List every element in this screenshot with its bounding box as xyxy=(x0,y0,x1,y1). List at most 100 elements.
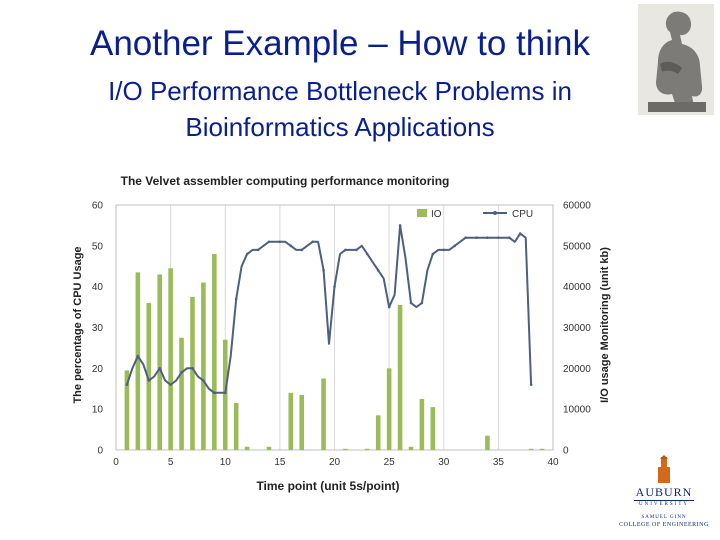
io-bar xyxy=(168,268,173,450)
cpu-point xyxy=(136,354,140,358)
cpu-point xyxy=(365,252,369,256)
cpu-point xyxy=(475,236,478,239)
io-bar xyxy=(201,282,206,450)
y2-tick-label: 0 xyxy=(563,446,569,457)
cpu-point xyxy=(355,248,358,252)
plot-area-frame xyxy=(115,204,554,451)
io-bar xyxy=(397,305,403,450)
y-tick-label: 50 xyxy=(92,241,104,252)
cpu-point xyxy=(486,236,489,239)
y-tick-label: 20 xyxy=(92,364,104,375)
io-bar xyxy=(124,370,130,450)
cpu-point xyxy=(300,248,304,252)
io-bar xyxy=(419,398,425,450)
y2-tick-label: 20000 xyxy=(563,364,591,375)
auburn-school-line1: SAMUEL GINN xyxy=(641,515,687,520)
io-bar xyxy=(528,448,534,450)
x-axis-label: Time point (unit 5s/point) xyxy=(256,479,399,493)
slide-subtitle-line1: I/O Performance Bottleneck Problems in xyxy=(108,76,572,106)
x-tick-label: 15 xyxy=(274,457,286,468)
cpu-point xyxy=(311,240,314,244)
cpu-point xyxy=(508,236,511,239)
cpu-point xyxy=(344,248,347,252)
auburn-logo: AUBURN UNIVERSITY SAMUEL GINN COLLEGE OF… xyxy=(612,455,716,535)
io-bar xyxy=(343,448,348,450)
y-tick-label: 30 xyxy=(92,323,104,334)
io-bar xyxy=(146,303,152,450)
cpu-point xyxy=(234,297,238,301)
cpu-point xyxy=(267,240,271,244)
cpu-point xyxy=(518,232,522,235)
thinker-statue-icon xyxy=(638,4,714,115)
cpu-point xyxy=(333,285,336,288)
legend-cpu-marker xyxy=(493,211,497,215)
io-bar xyxy=(386,368,392,450)
cpu-point xyxy=(289,244,293,248)
y-axis-label: The percentage of CPU Usage xyxy=(72,246,84,403)
io-bar xyxy=(244,446,250,450)
y-tick-label: 0 xyxy=(97,446,103,457)
chart-background xyxy=(50,160,622,500)
y2-axis-label: I/O usage Monitoring (unit kb) xyxy=(599,247,611,403)
legend-cpu-label: CPU xyxy=(512,209,533,220)
io-bar xyxy=(266,446,272,450)
io-bar xyxy=(222,339,228,450)
legend-io-label: IO xyxy=(431,209,442,220)
cpu-point xyxy=(213,391,216,395)
io-bar xyxy=(375,415,381,450)
cpu-point xyxy=(125,383,129,386)
cpu-point xyxy=(398,224,402,227)
cpu-point xyxy=(420,301,424,305)
io-bar xyxy=(233,403,239,450)
auburn-tower-icon xyxy=(658,455,670,483)
x-tick-label: 10 xyxy=(220,457,232,468)
cpu-point xyxy=(245,252,249,256)
y2-tick-label: 10000 xyxy=(563,405,591,416)
auburn-school-line2: COLLEGE OF ENGINEERING xyxy=(619,522,709,528)
io-bar xyxy=(190,296,195,450)
cpu-point xyxy=(453,244,456,248)
cpu-point xyxy=(464,236,467,239)
slide-subtitle-line2: Bioinformatics Applications xyxy=(185,112,495,142)
legend-io-swatch xyxy=(417,209,427,217)
io-bar xyxy=(135,272,141,450)
cpu-point xyxy=(147,379,151,382)
io-bar xyxy=(364,448,370,450)
y-tick-label: 10 xyxy=(92,405,104,416)
cpu-point xyxy=(158,367,161,370)
cpu-point xyxy=(223,391,227,395)
x-tick-label: 40 xyxy=(547,457,559,468)
x-tick-label: 25 xyxy=(384,457,396,468)
cpu-point xyxy=(431,252,435,256)
cpu-point xyxy=(180,371,183,374)
chart: The Velvet assembler computing performan… xyxy=(50,160,622,500)
io-bar xyxy=(539,448,545,450)
x-tick-label: 30 xyxy=(438,457,450,468)
io-bar xyxy=(408,446,414,450)
cpu-point xyxy=(409,301,413,305)
y2-tick-label: 40000 xyxy=(563,282,591,293)
cpu-point xyxy=(256,248,260,252)
cpu-point xyxy=(169,383,172,386)
cpu-point xyxy=(529,383,533,386)
cpu-point xyxy=(497,236,500,239)
cpu-point xyxy=(387,305,391,309)
io-bar xyxy=(288,392,294,450)
cpu-point xyxy=(202,379,205,382)
io-bar xyxy=(212,254,217,450)
chart-title: The Velvet assembler computing performan… xyxy=(121,174,450,188)
auburn-university-text: UNIVERSITY xyxy=(639,502,689,507)
y2-tick-label: 50000 xyxy=(563,241,591,252)
slide-title: Another Example – How to think xyxy=(90,24,590,63)
x-tick-label: 35 xyxy=(493,457,505,468)
cpu-point xyxy=(191,367,194,370)
x-tick-label: 20 xyxy=(329,457,341,468)
io-bar xyxy=(485,435,490,450)
io-bar xyxy=(299,394,305,450)
y2-tick-label: 60000 xyxy=(563,201,591,212)
x-tick-label: 5 xyxy=(168,457,174,468)
cpu-point xyxy=(322,269,325,272)
cpu-line xyxy=(125,224,533,394)
io-bar xyxy=(157,274,162,450)
x-tick-label: 0 xyxy=(113,457,119,468)
